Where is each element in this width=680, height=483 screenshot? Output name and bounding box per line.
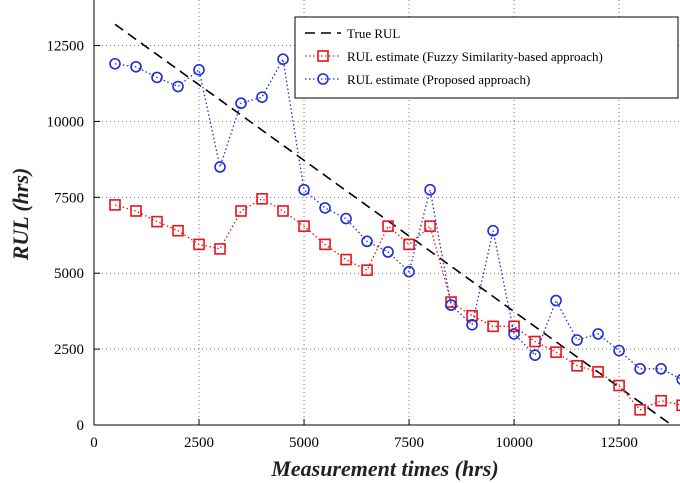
- data-point: [529, 349, 541, 361]
- x-tick-label: 0: [90, 435, 98, 451]
- data-point: [550, 346, 562, 358]
- legend: True RUL RUL estimate (Fuzzy Similarity-b…: [294, 16, 679, 99]
- data-point: [508, 328, 520, 340]
- data-point: [277, 205, 289, 217]
- data-point: [361, 264, 373, 276]
- y-axis-label: RUL (hrs): [8, 168, 33, 262]
- y-tick-label: 10000: [47, 114, 85, 130]
- data-point: [298, 183, 310, 196]
- data-point: [130, 205, 142, 217]
- data-point: [466, 319, 478, 331]
- data-point: [172, 224, 184, 237]
- data-point: [130, 60, 142, 73]
- data-point: [634, 363, 646, 375]
- data-point: [109, 57, 121, 70]
- data-point: [571, 360, 583, 372]
- data-point: [445, 296, 457, 308]
- data-point: [655, 394, 667, 407]
- data-point: [676, 374, 680, 385]
- data-point: [235, 205, 247, 217]
- legend-label: RUL estimate (Proposed approach): [347, 72, 530, 87]
- data-point: [424, 220, 436, 232]
- data-point: [319, 202, 331, 214]
- legend-label: RUL estimate (Fuzzy Similarity-based app…: [347, 49, 603, 64]
- data-point: [508, 320, 520, 333]
- x-tick-label: 12500: [600, 435, 638, 451]
- y-tick-label: 0: [77, 418, 85, 434]
- data-point: [382, 220, 394, 232]
- legend-marker: [317, 73, 329, 85]
- data-point: [487, 224, 499, 237]
- data-point: [193, 64, 205, 76]
- x-axis-label: Measurement times (hrs): [270, 456, 498, 481]
- data-point: [529, 335, 541, 348]
- data-point: [592, 366, 604, 378]
- data-point: [256, 91, 268, 103]
- data-point: [277, 53, 289, 65]
- data-point: [340, 212, 352, 225]
- data-point: [676, 399, 680, 412]
- data-point: [214, 161, 226, 173]
- data-point: [571, 334, 583, 346]
- data-point: [151, 215, 163, 228]
- data-point: [487, 320, 499, 333]
- data-point: [592, 328, 604, 340]
- data-point: [655, 363, 667, 375]
- data-point: [550, 294, 562, 307]
- data-point: [193, 238, 205, 251]
- y-tick-label: 2500: [54, 342, 84, 358]
- series-line: [114, 57, 680, 380]
- x-tick-label: 5000: [289, 435, 319, 451]
- legend-marker: [317, 50, 329, 62]
- series-1: [109, 193, 680, 416]
- data-point: [613, 344, 625, 357]
- y-tick-label: 7500: [54, 190, 84, 206]
- data-point: [403, 265, 415, 278]
- x-tick-label: 7500: [394, 435, 424, 451]
- y-tick-label: 12500: [47, 39, 85, 55]
- data-point: [634, 404, 646, 416]
- ticks: 0 2500 5000 7500 10000 12500 0 2500 5000 7500 1000…: [47, 39, 638, 451]
- data-point: [445, 299, 457, 311]
- legend-box: [294, 16, 679, 99]
- data-point: [424, 183, 436, 196]
- data-point: [340, 253, 352, 266]
- data-point: [172, 80, 184, 93]
- series-line: [114, 198, 680, 411]
- data-point: [151, 71, 163, 84]
- data-point: [214, 243, 226, 255]
- data-point: [235, 97, 247, 110]
- data-point: [361, 235, 373, 248]
- data-point: [256, 193, 268, 205]
- x-tick-label: 2500: [184, 435, 214, 451]
- data-point: [298, 220, 310, 232]
- data-point: [403, 238, 415, 251]
- series-2: [109, 53, 680, 385]
- series-layer: [109, 23, 680, 425]
- x-tick-label: 10000: [495, 435, 533, 451]
- data-point: [613, 379, 625, 392]
- data-point: [109, 199, 121, 211]
- data-point: [466, 309, 478, 322]
- data-point: [319, 238, 331, 251]
- legend-label: True RUL: [347, 26, 400, 41]
- data-point: [382, 246, 394, 258]
- y-tick-label: 5000: [54, 266, 84, 282]
